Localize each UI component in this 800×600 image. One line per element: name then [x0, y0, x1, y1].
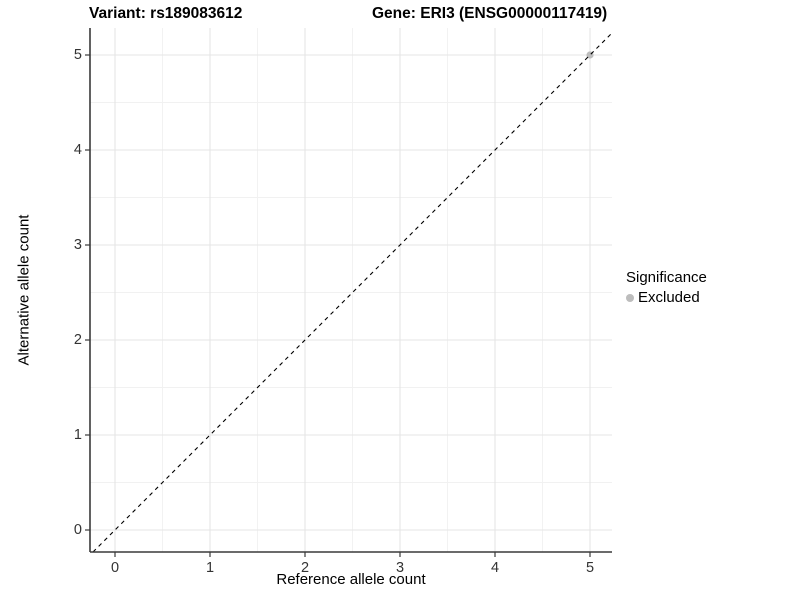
legend-point-icon [626, 293, 634, 302]
y-tick-label: 3 [73, 237, 82, 253]
y-axis-title: Alternative allele count [15, 214, 33, 366]
identity-dashed-line [92, 32, 613, 553]
y-tick-label: 0 [73, 522, 82, 538]
y-tick-label: 5 [73, 47, 82, 63]
y-tick-label: 2 [73, 332, 82, 348]
legend-title: Significance [626, 269, 707, 286]
x-tick-label: 3 [395, 560, 405, 576]
legend-item-excluded: Excluded [626, 289, 707, 306]
plot-title-gene: Gene: ERI3 (ENSG00000117419) [372, 5, 608, 22]
plot-title-variant: Variant: rs189083612 [89, 5, 243, 22]
y-tick-label: 1 [73, 427, 82, 443]
x-tick-label: 0 [110, 560, 120, 576]
legend: Significance Excluded [626, 269, 707, 306]
x-tick-label: 2 [300, 560, 310, 576]
x-tick-label: 5 [585, 560, 595, 576]
y-tick-label: 4 [73, 142, 82, 158]
x-axis-title: Reference allele count [276, 571, 426, 588]
x-tick-label: 1 [205, 560, 215, 576]
x-tick-label: 4 [490, 560, 500, 576]
legend-item-label: Excluded [638, 289, 700, 306]
